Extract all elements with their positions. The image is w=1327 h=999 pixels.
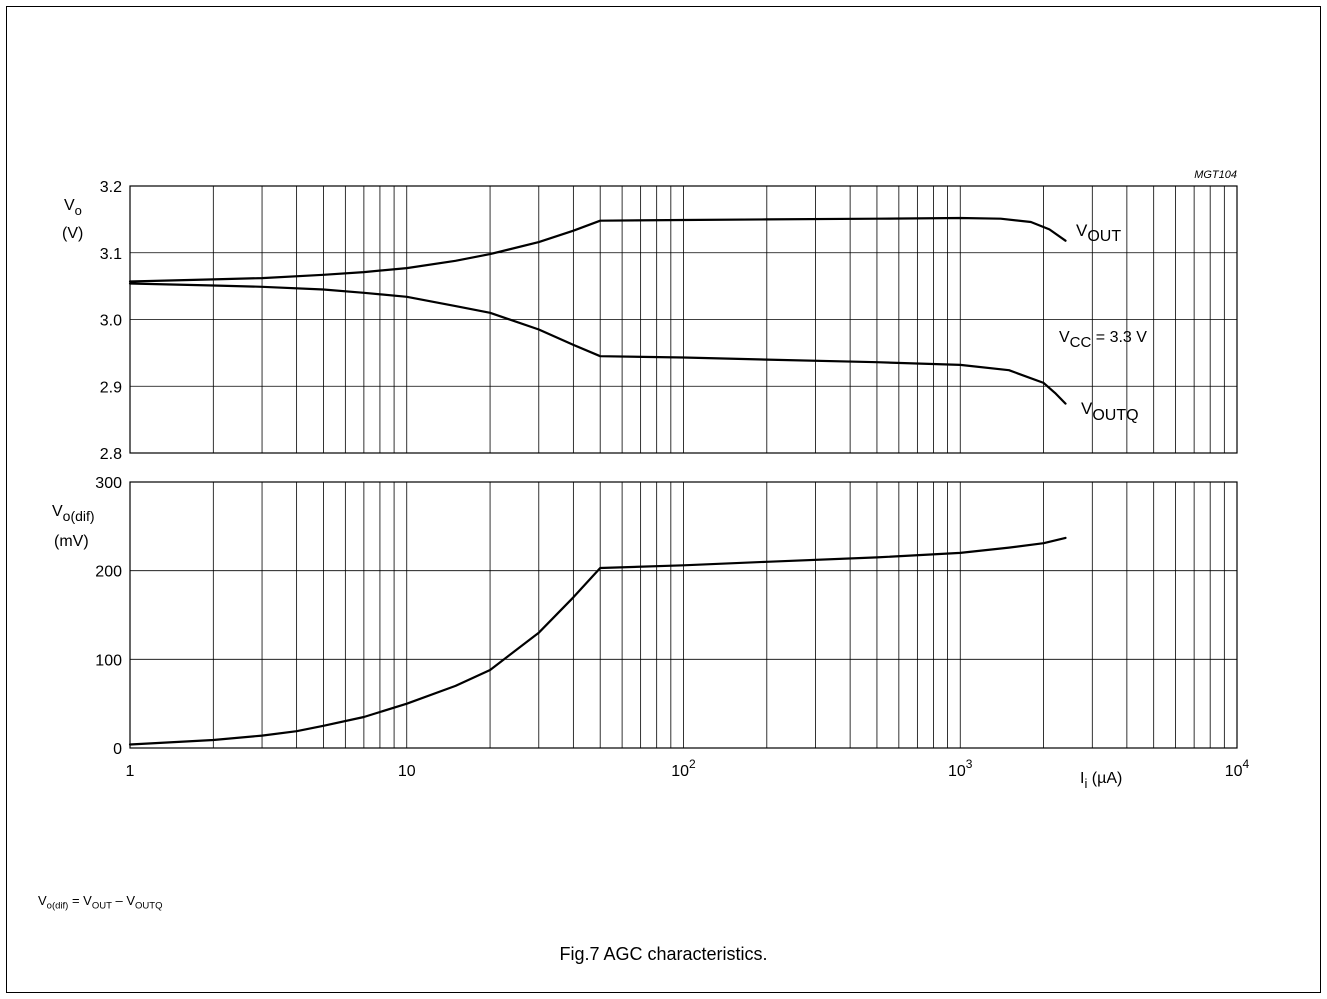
series-vout-line	[128, 216, 1067, 283]
bottom-ylabel-unit: (mV)	[54, 533, 89, 550]
top-ytick-label: 2.8	[100, 446, 122, 463]
bottom-plot-area	[129, 481, 1238, 749]
series-voutq-line	[128, 282, 1067, 405]
vcc-annotation: VCC = 3.3 V	[1059, 329, 1147, 351]
bottom-ytick-label: 300	[95, 475, 122, 492]
xtick-label: 102	[671, 757, 696, 780]
xtick-label: 103	[948, 757, 973, 780]
top-ytick-label: 3.0	[100, 313, 122, 330]
figure-frame	[6, 6, 1321, 993]
xtick-label: 1	[126, 763, 135, 780]
bottom-ytick-label: 0	[113, 741, 122, 758]
figure-code: MGT104	[1194, 169, 1237, 181]
xtick-label: 104	[1225, 757, 1250, 780]
top-ytick-label: 3.1	[100, 246, 122, 263]
top-ytick-label: 2.9	[100, 379, 122, 396]
top-plot-area	[129, 185, 1238, 454]
top-ylabel: Vo	[64, 197, 82, 218]
vout-label: VOUT	[1076, 221, 1121, 245]
figure-caption: Fig.7 AGC characteristics.	[559, 944, 768, 964]
bottom-ytick-label: 200	[95, 564, 122, 581]
top-ylabel-unit: (V)	[62, 225, 83, 242]
series-vodif-line	[128, 536, 1067, 746]
bottom-ylabel: Vo(dif)	[52, 503, 95, 524]
xlabel: Ii (µA)	[1080, 770, 1122, 791]
footnote-formula: Vo(dif) = VOUT – VOUTQ	[38, 893, 163, 912]
xtick-label: 10	[398, 763, 416, 780]
top-ytick-label: 3.2	[100, 179, 122, 196]
bottom-ytick-label: 100	[95, 652, 122, 669]
voutq-label: VOUTQ	[1081, 399, 1139, 424]
